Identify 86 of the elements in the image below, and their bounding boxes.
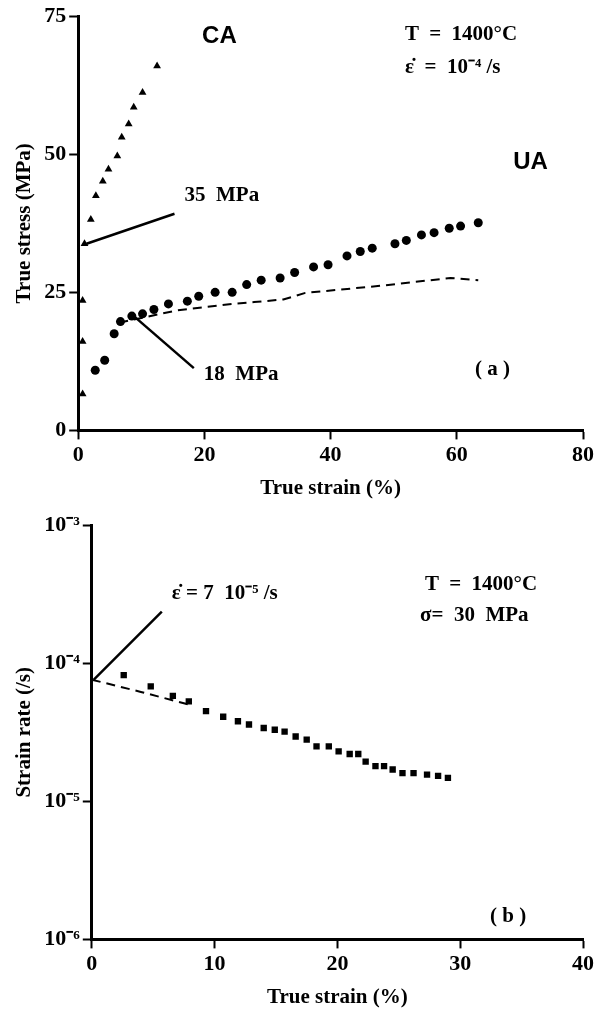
point (98, 176, 107, 184)
point (80, 239, 89, 246)
point (303, 736, 310, 743)
point (242, 280, 252, 290)
annotation: T = 1400°C (425, 571, 538, 596)
point (473, 218, 483, 228)
point (109, 329, 119, 339)
annotation: T = 1400°C (405, 21, 518, 46)
point (444, 223, 454, 233)
point (342, 251, 352, 261)
point (313, 743, 320, 750)
x-tick-label: 80 (572, 441, 594, 467)
y-tick-label: 10⁻⁴ (44, 648, 81, 674)
point (325, 743, 332, 750)
y-axis-title: True stress (MPa) (11, 143, 36, 304)
point (153, 61, 161, 69)
point (124, 119, 133, 127)
point (323, 260, 333, 270)
point (185, 698, 192, 705)
point (117, 132, 126, 140)
point (362, 758, 369, 765)
point (281, 728, 288, 735)
point (104, 164, 113, 172)
point (401, 235, 411, 245)
text: UA (513, 147, 548, 175)
point (138, 309, 148, 319)
x-tick-label: 20 (326, 950, 349, 976)
point (227, 287, 237, 297)
annotation: 18 MPa (203, 360, 279, 385)
point (129, 102, 138, 110)
y-tick-label: 0 (55, 416, 67, 442)
point (147, 683, 154, 690)
annotation: ε̇ = 7 10⁻⁵ /s (171, 580, 278, 605)
annotation: σ= 30 MPa (420, 602, 530, 627)
point (423, 771, 431, 778)
series-label: CA (202, 20, 237, 48)
point (91, 191, 100, 198)
point (292, 733, 299, 740)
x-tick-label: 20 (193, 441, 216, 467)
point (90, 365, 100, 375)
point (372, 762, 379, 770)
point (194, 291, 204, 301)
x-tick-label: 10 (203, 950, 226, 976)
point (113, 151, 122, 159)
y-tick-label: 10⁻⁵ (44, 787, 81, 813)
point (416, 230, 426, 240)
y-tick-label: 75 (44, 1, 67, 27)
point (335, 748, 342, 755)
y-tick-label: 10⁻⁶ (44, 925, 81, 951)
point (429, 228, 439, 238)
point (163, 299, 173, 309)
point (367, 243, 377, 253)
point (210, 287, 220, 297)
point (389, 766, 396, 773)
point (138, 87, 147, 95)
y-axis-title: Strain rate (/s) (11, 666, 36, 798)
point (346, 750, 353, 758)
point (256, 275, 266, 285)
y-tick-label: 10⁻³ (44, 510, 81, 536)
point (149, 304, 159, 314)
point (275, 273, 285, 283)
point (245, 721, 253, 728)
point (100, 355, 110, 365)
x-axis-title: True strain (%) (267, 983, 408, 1008)
annotation: 35 MPa (184, 182, 260, 207)
point (182, 296, 192, 306)
annotation: ε̇ = 10⁻⁴ /s (405, 54, 501, 79)
y-tick-label: 50 (44, 139, 67, 165)
point (290, 267, 300, 277)
x-tick-label: 40 (319, 441, 342, 467)
x-axis-title: True strain (%) (260, 474, 401, 499)
point (355, 246, 365, 256)
point (115, 317, 125, 327)
annotation: ( b ) (490, 903, 527, 928)
point (410, 769, 417, 777)
x-tick-label: 40 (572, 950, 594, 976)
point (309, 262, 319, 272)
point (390, 239, 400, 249)
annotation: ( a ) (475, 356, 510, 381)
point (456, 221, 466, 231)
x-tick-label: 30 (449, 950, 472, 976)
point (399, 769, 406, 777)
point (86, 214, 95, 222)
x-tick-label: 60 (445, 441, 468, 467)
x-tick-label: 0 (86, 950, 98, 976)
y-tick-label: 25 (44, 278, 67, 304)
